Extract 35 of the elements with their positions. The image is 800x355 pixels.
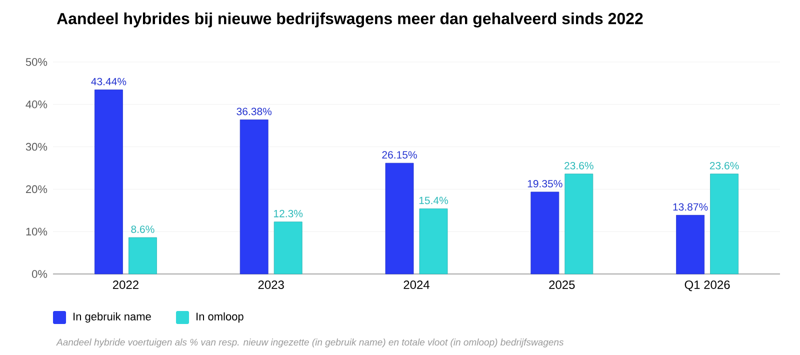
bar xyxy=(564,174,594,274)
bar xyxy=(385,162,414,274)
y-tick-label: 50% xyxy=(26,58,48,66)
data-label: 8.6% xyxy=(131,226,154,233)
y-tick-label: 0% xyxy=(32,270,48,278)
data-label: 43.44% xyxy=(91,78,126,86)
x-tick-label: 2023 xyxy=(258,280,284,290)
data-label: 26.15% xyxy=(382,151,417,159)
x-tick-label: Q1 2026 xyxy=(684,280,730,292)
data-label: 23.6% xyxy=(564,162,594,170)
bar xyxy=(710,174,738,274)
legend-label: In omloop xyxy=(196,312,244,323)
y-tick-label: 10% xyxy=(26,228,48,236)
data-label: 36.38% xyxy=(236,108,272,116)
bar xyxy=(530,192,560,274)
data-label: 13.87% xyxy=(673,203,708,211)
data-label: 12.3% xyxy=(274,210,303,218)
y-tick-label: 40% xyxy=(26,100,48,108)
x-tick-label: 2024 xyxy=(404,280,430,290)
x-tick-label: 2022 xyxy=(112,280,138,290)
y-tick-label: 30% xyxy=(26,142,48,151)
bar xyxy=(240,120,268,274)
data-label: 15.4% xyxy=(419,196,448,204)
bar xyxy=(419,208,448,274)
bar xyxy=(128,237,157,274)
x-tick-label: 2025 xyxy=(549,280,575,290)
bar xyxy=(94,90,123,274)
data-label: 19.35% xyxy=(528,180,562,188)
bar xyxy=(676,214,704,274)
chart-title: Aandeel hybrides bij nieuwe bedrijfswagens meer dan gehalveerd sinds 2022 xyxy=(56,12,643,28)
data-label: 23.6% xyxy=(710,162,739,170)
y-tick-label: 20% xyxy=(26,185,48,194)
bar xyxy=(274,222,302,274)
text: Aandeel hybride voertuigen als % van resp. nieuw ingezette (in gebruik name) en totale vloot (in omloop) bedrijfswagens xyxy=(56,338,564,348)
legend-label: In gebruik name xyxy=(74,312,151,323)
